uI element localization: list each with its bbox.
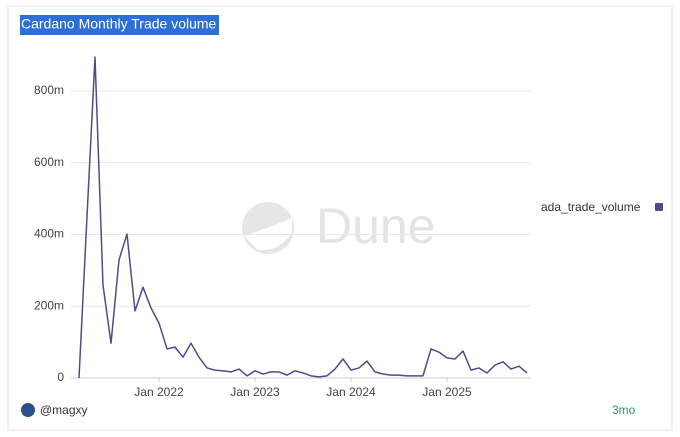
refresh-label: 3mo [612,403,636,417]
y-tick-label: 800m [34,83,64,97]
author[interactable]: @magxy [40,403,88,417]
chart-title: Cardano Monthly Trade volume [21,16,217,32]
y-tick-label: 600m [34,155,64,169]
author-avatar [21,403,35,417]
x-tick-label: Jan 2024 [326,385,376,399]
x-tick-label: Jan 2025 [422,385,472,399]
plot: 0 200m 400m 600m 800m Jan 2022 Jan 2023 Jan 202… [34,56,531,399]
card [7,5,673,431]
x-tick-label: Jan 2022 [134,385,184,399]
y-tick-label: 200m [34,298,64,312]
x-tick-label: Jan 2023 [230,385,280,399]
y-tick-label: 0 [57,370,64,384]
title-highlight [20,15,219,35]
y-tick-label: 400m [34,227,64,241]
watermark: Dune [242,198,436,254]
data-line [78,56,528,379]
legend-item[interactable]: ada_trade_volume [541,200,641,214]
watermark-text: Dune [316,198,436,254]
legend-swatch [655,203,663,211]
legend-label: ada_trade_volume [541,200,641,214]
